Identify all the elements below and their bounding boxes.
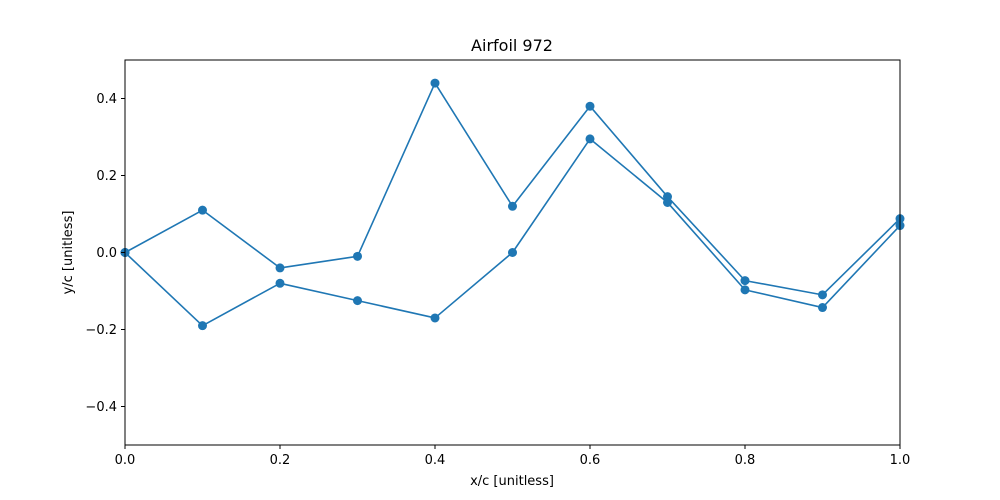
data-point [430,78,440,88]
axis-ticks: 0.0 0.2 0.4 0.6 0.8 1.0 −0.4 −0.2 0.0 0.2 0.4 [85,92,910,468]
y-axis-label: y/c [unitless] [61,211,76,295]
data-point [353,296,362,306]
data-point [508,201,517,211]
y-tick-label: −0.4 [85,400,117,415]
x-tick-label: 0.2 [270,453,291,468]
data-point [818,290,827,300]
data-point [275,278,285,288]
data-point [585,101,595,111]
data-point [275,263,285,273]
data-point [508,248,517,257]
data-point [663,197,672,207]
data-point [818,303,827,313]
chart-title: Airfoil 972 [471,36,553,55]
data-point [740,285,750,295]
x-tick-label: 1.0 [890,453,911,468]
x-tick-label: 0.4 [425,453,446,468]
plot-area [120,78,905,331]
x-tick-label: 0.0 [115,453,136,468]
y-tick-label: 0.0 [96,246,117,261]
x-axis-label: x/c [unitless] [470,474,554,489]
data-point [198,205,207,215]
x-tick-label: 0.6 [580,453,601,468]
y-tick-label: 0.4 [96,92,117,107]
data-point [198,321,207,331]
y-tick-label: −0.2 [85,323,117,338]
data-point [430,313,440,323]
x-tick-label: 0.8 [735,453,756,468]
data-point [353,251,362,261]
data-point [585,134,595,144]
data-point [740,276,750,286]
y-tick-label: 0.2 [96,169,117,184]
